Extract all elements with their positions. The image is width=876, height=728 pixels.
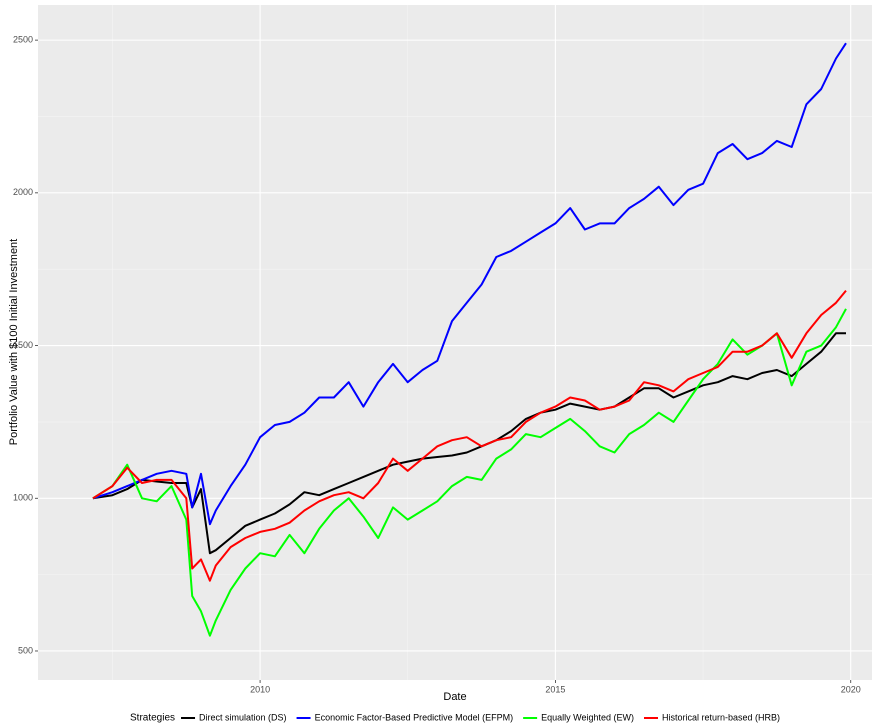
x-tick-label: 2015 [545, 684, 565, 694]
series-line [92, 308, 847, 637]
legend-label: Historical return-based (HRB) [662, 712, 780, 722]
legend: Strategies Direct simulation (DS) Economic… [130, 712, 780, 723]
plot-panel [38, 5, 872, 680]
y-tick-label: 2000 [13, 187, 33, 197]
legend-label: Equally Weighted (EW) [541, 712, 634, 722]
y-tick-label: 500 [18, 645, 33, 655]
legend-label: Economic Factor-Based Predictive Model (… [315, 712, 514, 722]
x-tick-label: 2020 [841, 684, 861, 694]
y-tick-label: 2500 [13, 34, 33, 44]
y-tick-label: 1000 [13, 493, 33, 503]
x-tick-label: 2010 [250, 684, 270, 694]
series-line [92, 289, 847, 582]
series-line [92, 42, 847, 526]
legend-label: Direct simulation (DS) [199, 712, 287, 722]
legend-title: Strategies [130, 713, 175, 724]
y-tick-label: 1500 [13, 340, 33, 350]
series-line [92, 332, 846, 555]
x-axis-title: Date [443, 691, 466, 703]
y-axis-title: Portfolio Value with $100 Initial Invest… [8, 239, 20, 445]
